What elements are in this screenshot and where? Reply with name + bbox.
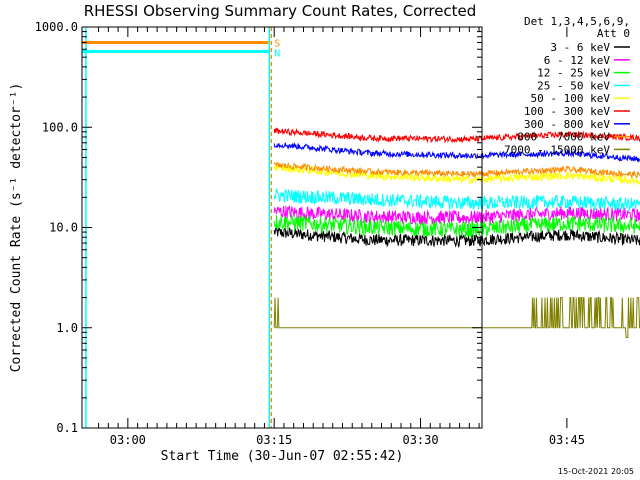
series-line (273, 214, 640, 239)
legend-entry-label: 7000 - 15000 keV (504, 143, 610, 156)
legend-entry-label: 3 - 6 keV (550, 41, 610, 54)
x-axis-label: Start Time (30-Jun-07 02:55:42) (161, 449, 404, 464)
legend-entry-label: 6 - 12 keV (544, 54, 611, 67)
legend-entry-label: 800 - 7000 keV (517, 131, 610, 144)
series-line (273, 142, 640, 163)
timestamp-footer: 15-Oct-2021 20:05 (558, 467, 634, 476)
y-tick-label: 10.0 (49, 221, 78, 235)
legend-header: Att 0 (597, 27, 630, 40)
legend-entry-label: 50 - 100 keV (531, 92, 611, 105)
legend-entry-label: 25 - 50 keV (537, 79, 610, 92)
x-tick-label: 03:45 (549, 433, 585, 447)
x-tick-label: 03:15 (256, 433, 292, 447)
y-tick-label: 0.1 (56, 421, 78, 435)
series-line (273, 163, 640, 187)
x-tick-label: 03:00 (110, 433, 146, 447)
legend-entry-label: 100 - 300 keV (524, 105, 610, 118)
marker-label-n: N (274, 48, 280, 59)
y-tick-label: 100.0 (42, 120, 78, 134)
x-tick-label: 03:30 (402, 433, 438, 447)
marker-label-s: S (274, 39, 280, 50)
series-line (273, 297, 640, 338)
series-line (273, 188, 640, 212)
legend-entry-label: 12 - 25 keV (537, 67, 610, 80)
series-line (273, 226, 640, 249)
y-tick-label: 1000.0 (35, 20, 78, 34)
chart-title: RHESSI Observing Summary Count Rates, Co… (83, 2, 477, 20)
series-line (273, 204, 640, 225)
y-axis-label: Corrected Count Rate (s⁻¹ detector⁻¹) (9, 83, 24, 373)
series-line (273, 161, 640, 180)
legend-entry-label: 300 - 800 keV (524, 118, 610, 131)
y-tick-label: 1.0 (56, 321, 78, 335)
legend-header: Det 1,3,4,5,6,9, (524, 15, 630, 28)
